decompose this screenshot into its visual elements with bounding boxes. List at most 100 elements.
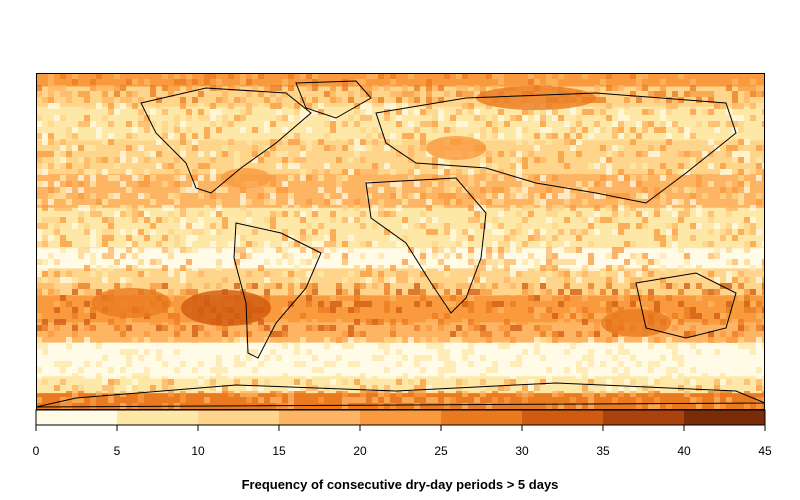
- field-cell: [366, 223, 372, 229]
- field-cell: [336, 97, 342, 103]
- field-cell: [144, 271, 150, 277]
- field-cell: [642, 217, 648, 223]
- field-cell: [402, 295, 408, 301]
- field-cell: [84, 115, 90, 121]
- field-cell: [330, 217, 336, 223]
- field-cell: [504, 313, 510, 319]
- field-cell: [564, 247, 570, 253]
- field-cell: [738, 361, 744, 367]
- field-cell: [276, 319, 282, 325]
- field-cell: [36, 373, 42, 379]
- field-cell: [348, 343, 354, 349]
- field-cell: [294, 109, 300, 115]
- field-cell: [48, 79, 54, 85]
- field-cell: [414, 301, 420, 307]
- field-cell: [546, 139, 552, 145]
- field-cell: [240, 247, 246, 253]
- field-cell: [36, 295, 42, 301]
- field-cell: [72, 133, 78, 139]
- field-cell: [720, 103, 726, 109]
- field-cell: [660, 79, 666, 85]
- field-cell: [66, 337, 72, 343]
- field-cell: [240, 199, 246, 205]
- field-cell: [510, 211, 516, 217]
- field-cell: [300, 169, 306, 175]
- colorbar-segment: [36, 410, 118, 425]
- field-cell: [324, 145, 330, 151]
- field-cell: [462, 73, 468, 79]
- field-cell: [408, 367, 414, 373]
- field-cell: [108, 229, 114, 235]
- field-cell: [66, 403, 72, 409]
- field-cell: [222, 325, 228, 331]
- field-cell: [138, 397, 144, 403]
- field-cell: [444, 163, 450, 169]
- field-cell: [48, 355, 54, 361]
- field-cell: [186, 247, 192, 253]
- field-cell: [240, 385, 246, 391]
- field-cell: [354, 199, 360, 205]
- field-cell: [660, 193, 666, 199]
- field-cell: [468, 247, 474, 253]
- field-cell: [546, 313, 552, 319]
- field-cell: [630, 73, 636, 79]
- field-cell: [468, 295, 474, 301]
- field-cell: [504, 127, 510, 133]
- field-cell: [198, 271, 204, 277]
- field-cell: [384, 313, 390, 319]
- field-cell: [372, 139, 378, 145]
- field-cell: [492, 259, 498, 265]
- field-cell: [402, 163, 408, 169]
- field-cell: [306, 259, 312, 265]
- field-cell: [54, 217, 60, 223]
- field-cell: [282, 397, 288, 403]
- field-cell: [174, 349, 180, 355]
- field-cell: [252, 241, 258, 247]
- field-cell: [732, 103, 738, 109]
- field-cell: [498, 145, 504, 151]
- field-cell: [372, 385, 378, 391]
- field-cell: [588, 133, 594, 139]
- field-cell: [240, 253, 246, 259]
- field-cell: [366, 91, 372, 97]
- field-cell: [294, 133, 300, 139]
- field-cell: [684, 391, 690, 397]
- field-cell: [588, 373, 594, 379]
- field-cell: [678, 187, 684, 193]
- field-cell: [84, 121, 90, 127]
- field-cell: [378, 73, 384, 79]
- field-cell: [198, 241, 204, 247]
- field-cell: [444, 181, 450, 187]
- field-cell: [510, 157, 516, 163]
- field-cell: [624, 349, 630, 355]
- field-cell: [432, 307, 438, 313]
- field-cell: [66, 97, 72, 103]
- field-cell: [582, 373, 588, 379]
- field-cell: [330, 97, 336, 103]
- field-cell: [90, 103, 96, 109]
- field-cell: [468, 259, 474, 265]
- field-cell: [678, 199, 684, 205]
- field-cell: [120, 157, 126, 163]
- field-cell: [360, 253, 366, 259]
- field-cell: [48, 235, 54, 241]
- field-cell: [594, 229, 600, 235]
- field-cell: [390, 133, 396, 139]
- field-cell: [528, 109, 534, 115]
- field-cell: [330, 301, 336, 307]
- field-cell: [354, 277, 360, 283]
- field-cell: [462, 85, 468, 91]
- field-cell: [414, 361, 420, 367]
- field-cell: [438, 97, 444, 103]
- field-cell: [138, 97, 144, 103]
- field-cell: [378, 403, 384, 409]
- field-cell: [564, 193, 570, 199]
- field-cell: [744, 229, 750, 235]
- field-cell: [258, 361, 264, 367]
- field-cell: [306, 301, 312, 307]
- field-cell: [486, 367, 492, 373]
- field-cell: [648, 403, 654, 409]
- field-cell: [600, 313, 606, 319]
- field-cell: [510, 265, 516, 271]
- field-cell: [216, 247, 222, 253]
